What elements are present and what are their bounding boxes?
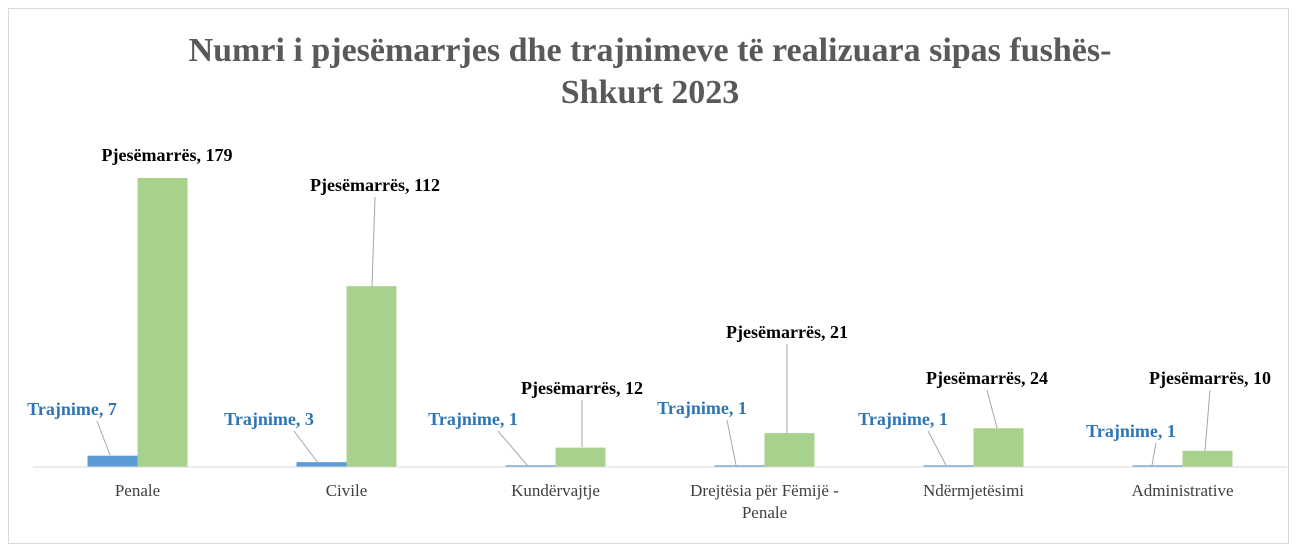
data-label: Pjesëmarrës, 179: [102, 145, 233, 165]
leader-line: [1151, 442, 1157, 466]
data-label: Trajnime, 7: [27, 399, 117, 419]
bar: [1182, 450, 1233, 467]
data-label: Trajnime, 1: [858, 409, 948, 429]
x-tick-label: Penale: [114, 481, 161, 500]
leader-line: [927, 430, 947, 466]
bar: [137, 178, 188, 467]
x-tick-label: Drejtësia për Fëmijë - Penale: [690, 481, 839, 522]
bar: [346, 286, 397, 467]
leader-line: [371, 196, 376, 288]
x-tick-label: Kundërvajtje: [511, 481, 600, 500]
data-label: Pjesëmarrës, 12: [521, 378, 643, 398]
leader-line: [986, 389, 998, 429]
data-label: Pjesëmarrës, 24: [926, 368, 1048, 388]
bar: [555, 447, 606, 467]
bar: [764, 433, 815, 467]
leader-line: [293, 430, 319, 464]
data-label: Trajnime, 1: [657, 398, 747, 418]
bar: [1132, 465, 1183, 467]
leader-line: [1204, 389, 1211, 452]
leader-line: [497, 430, 528, 466]
x-tick-label: Ndërmjetësimi: [922, 481, 1025, 500]
bar: [505, 465, 556, 467]
data-label: Pjesëmarrës, 10: [1149, 368, 1271, 388]
bar: [87, 455, 138, 467]
data-label: Trajnime, 1: [1086, 421, 1176, 441]
data-label: Trajnime, 3: [224, 409, 314, 429]
bar: [296, 462, 347, 467]
chart-frame: [8, 8, 1289, 544]
chart-title: Numri i pjesëmarrjes dhe trajnimeve të r…: [188, 32, 1112, 111]
x-tick-label: Administrative: [1131, 481, 1234, 500]
data-label: Pjesëmarrës, 21: [726, 322, 848, 342]
leader-line: [726, 419, 737, 466]
bar: [923, 465, 974, 467]
bar: [714, 465, 765, 467]
leader-line: [96, 420, 111, 456]
data-label: Trajnime, 1: [428, 409, 518, 429]
x-tick-label: Civile: [325, 481, 368, 500]
bar: [973, 428, 1024, 467]
data-label: Pjesëmarrës, 112: [310, 175, 440, 195]
